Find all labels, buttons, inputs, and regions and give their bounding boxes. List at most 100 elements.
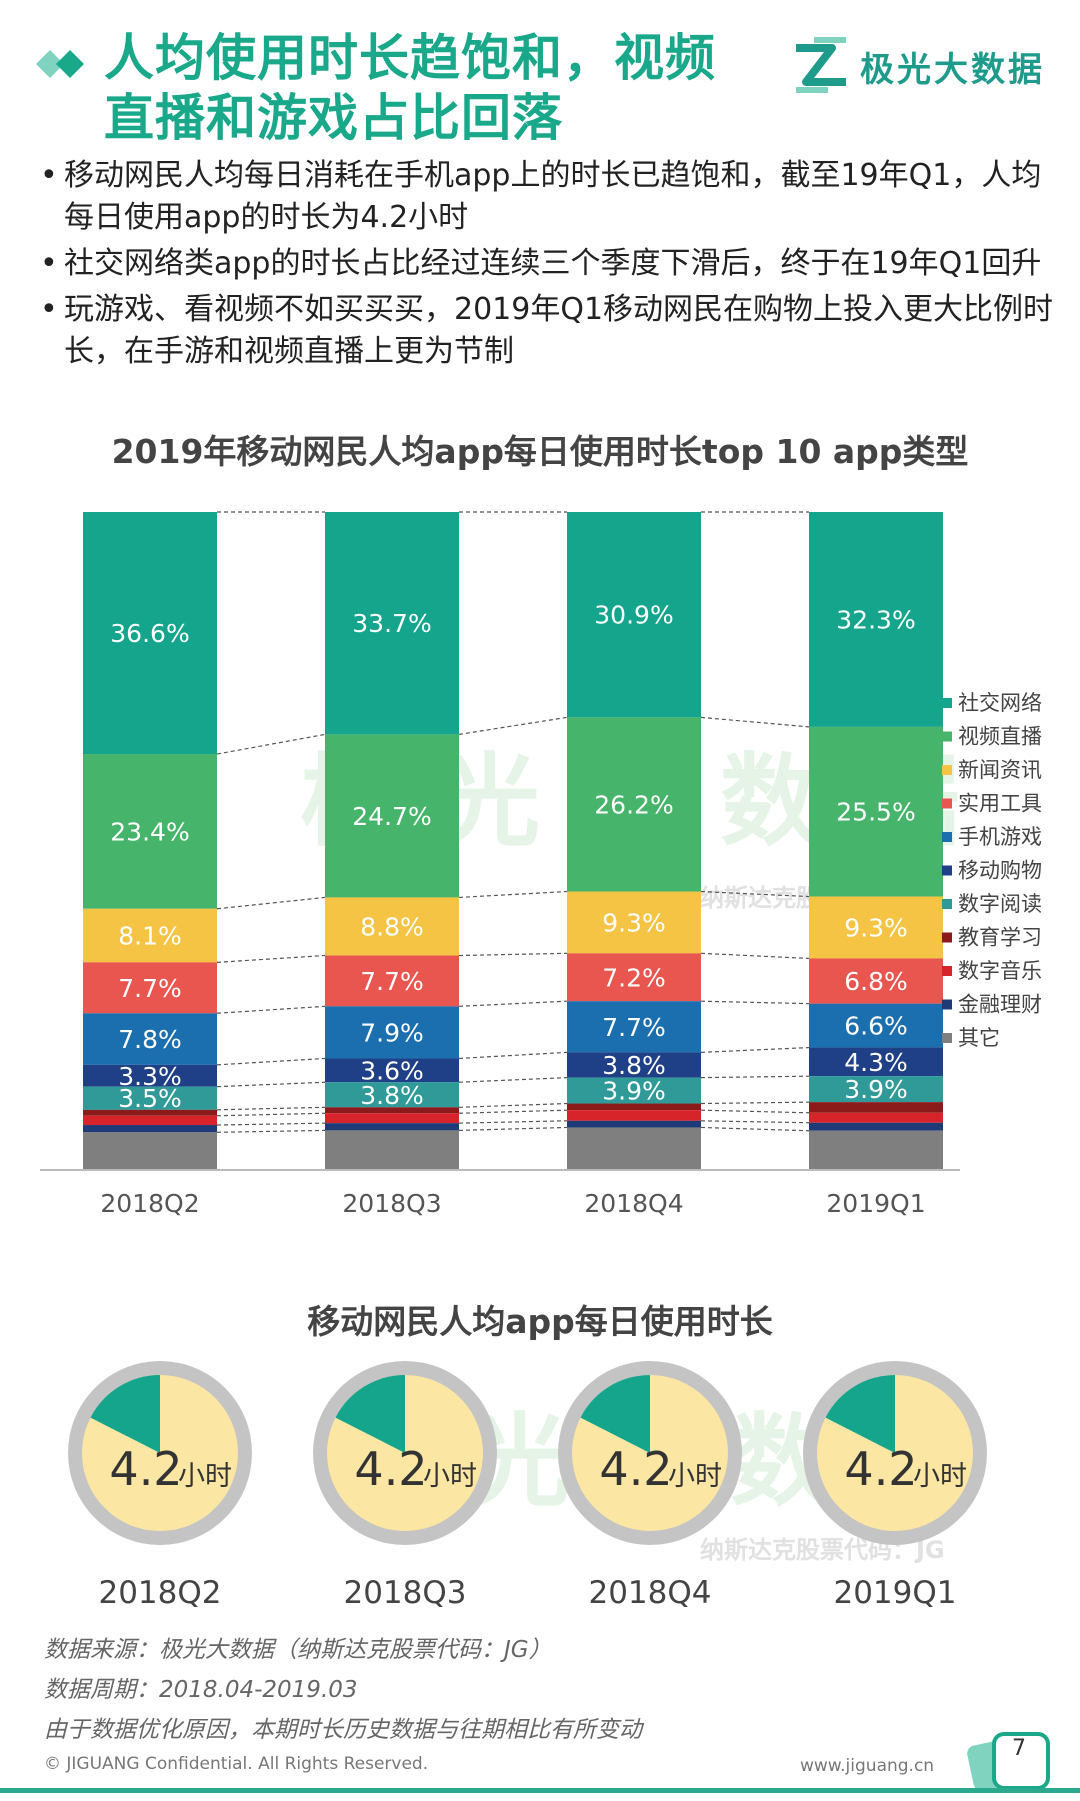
data-source-note: 数据来源：极光大数据（纳斯达克股票代码：JG）: [44, 1637, 552, 1663]
bar-segment: [325, 1107, 459, 1114]
legend-label: 教育学习: [958, 926, 1042, 950]
bar-segment: [809, 726, 943, 897]
pie-unit-label: 小时: [668, 1461, 722, 1492]
legend-swatch: [942, 698, 952, 708]
series-connector-line: [700, 890, 810, 898]
page-title: 人均使用时长趋饱和，视频 直播和游戏占比回落: [104, 28, 716, 148]
bar-segment: [83, 1109, 217, 1116]
logo-text: 极光大数据: [860, 50, 1045, 90]
data-label: 8.8%: [360, 912, 424, 941]
data-label: 7.2%: [602, 963, 666, 992]
bar-segment: [567, 1077, 701, 1104]
pie-value-label: 4.2: [354, 1442, 427, 1496]
data-label: 36.6%: [110, 619, 189, 648]
bullet-text: 社交网络类app的时长占比经过连续三个季度下滑后，终于在19年Q1回升: [64, 246, 1042, 281]
bar-segment: [809, 1102, 943, 1113]
legend-swatch: [942, 865, 952, 876]
bar-segment: [325, 1123, 459, 1131]
data-label: 3.6%: [360, 1056, 424, 1085]
data-change-note: 由于数据优化原因，本期时长历史数据与往期相比有所变动: [44, 1717, 642, 1743]
pie-slice: [825, 1375, 895, 1453]
data-label: 33.7%: [352, 609, 431, 638]
legend-label: 金融理财: [958, 993, 1042, 1017]
jiguang-logo-icon: [796, 37, 846, 93]
website-text: www.jiguang.cn: [800, 1756, 935, 1776]
pie-value-label: 4.2: [599, 1442, 672, 1496]
bar-segment: [567, 891, 701, 954]
series-connector-line: [458, 716, 568, 736]
pie-slice: [90, 1375, 160, 1453]
bullet-text: 玩游戏、看视频不如买买买，2019年Q1移动网民在购物上投入更大比例时长，在手游…: [64, 292, 1054, 369]
bar-segment: [809, 1130, 943, 1170]
series-connector-line: [216, 1122, 326, 1126]
data-label: 23.4%: [110, 817, 189, 846]
header: 人均使用时长趋饱和，视频 直播和游戏占比回落 极光大数据: [0, 0, 1080, 150]
bar-segment: [567, 1110, 701, 1121]
legend-label: 移动购物: [958, 859, 1042, 883]
legend-swatch: [942, 999, 952, 1010]
bar-segment: [83, 1115, 217, 1126]
legend-swatch: [942, 731, 952, 742]
data-label: 26.2%: [594, 790, 673, 819]
data-label: 4.3%: [844, 1048, 908, 1077]
bar-segment: [83, 962, 217, 1014]
data-label: 9.3%: [844, 913, 908, 942]
series-connector-line: [216, 1129, 326, 1133]
bar-segment: [83, 1086, 217, 1110]
diamond-bullet-icon: [36, 50, 84, 78]
bar-segment: [809, 1003, 943, 1048]
bar-segment: [325, 512, 459, 735]
data-label: 7.7%: [360, 967, 424, 996]
legend-swatch: [942, 966, 952, 976]
data-label: 6.6%: [844, 1012, 908, 1041]
bar-segment: [567, 1001, 701, 1053]
bar-segment: [325, 1113, 459, 1124]
bar-segment: [83, 754, 217, 909]
bar-segment: [567, 1120, 701, 1128]
bar-segment: [325, 1058, 459, 1083]
legend-swatch: [942, 899, 952, 909]
series-connector-line: [700, 1101, 810, 1105]
bar-segment: [83, 1013, 217, 1065]
data-label: 3.3%: [118, 1062, 182, 1091]
series-connector-line: [216, 1112, 326, 1117]
bar-segment: [567, 953, 701, 1002]
series-connector-line: [700, 1046, 810, 1053]
bar-segment: [809, 1122, 943, 1131]
series-connector-line: [700, 1120, 810, 1124]
bullet-list: • 移动网民人均每日消耗在手机app上的时长已趋饱和，截至19年Q1，人均每日使用…: [40, 155, 1060, 377]
bullet-text: 移动网民人均每日消耗在手机app上的时长已趋饱和，截至19年Q1，人均每日使用a…: [64, 158, 1042, 235]
bar-segment: [325, 955, 459, 1007]
pie-slice: [335, 1375, 405, 1453]
bar-chart-title: 2019年移动网民人均app每日使用时长top 10 app类型: [111, 432, 969, 471]
legend-swatch: [942, 932, 952, 943]
series-connector-line: [216, 896, 326, 910]
bar-segment: [809, 958, 943, 1004]
bar-segment: [567, 1103, 701, 1111]
legend-label: 手机游戏: [958, 825, 1042, 849]
series-connector-line: [700, 1126, 810, 1132]
bar-segment: [567, 1127, 701, 1170]
data-label: 7.7%: [118, 974, 182, 1003]
pie-category-label: 2018Q4: [588, 1575, 711, 1611]
data-label: 24.7%: [352, 802, 431, 831]
bar-segment: [325, 897, 459, 956]
x-tick-label: 2018Q4: [584, 1189, 683, 1218]
series-connector-line: [700, 952, 810, 960]
pie-category-label: 2018Q2: [98, 1575, 221, 1611]
legend-label: 视频直播: [958, 725, 1042, 749]
page-number-badge-icon: [967, 1732, 1050, 1791]
legend-label: 社交网络: [958, 691, 1042, 715]
legend-label: 新闻资讯: [958, 758, 1042, 782]
series-connector-line: [216, 1081, 326, 1088]
pie-category-label: 2019Q1: [833, 1575, 956, 1611]
pie-value-label: 4.2: [109, 1442, 182, 1496]
legend-label: 数字阅读: [958, 892, 1042, 916]
series-connector-line: [458, 952, 568, 957]
page-title-line1: 人均使用时长趋饱和，视频: [104, 29, 716, 87]
bar-segment: [567, 512, 701, 718]
bar-segment: [325, 1130, 459, 1170]
legend-label: 实用工具: [958, 792, 1042, 816]
pie-unit-label: 小时: [423, 1461, 477, 1492]
legend-label: 其它: [958, 1026, 1000, 1050]
